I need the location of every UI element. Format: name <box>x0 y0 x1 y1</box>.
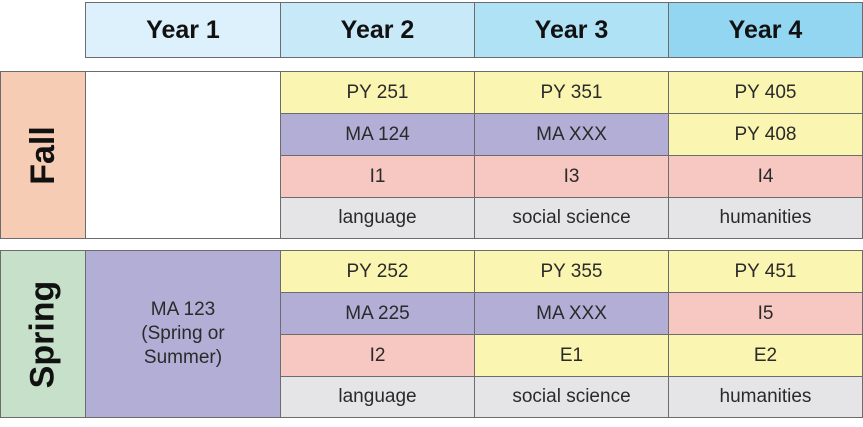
header-year-4: Year 4 <box>668 2 863 58</box>
fall-y4-row1-cell: PY 405 <box>668 71 863 114</box>
spring-year1-line1: MA 123 <box>150 298 216 320</box>
fall-y2-row3-cell: I1 <box>280 155 475 198</box>
fall-y3-row2-cell: MA XXX <box>474 113 669 156</box>
fall-y4-row2-cell: PY 408 <box>668 113 863 156</box>
spring-y2-row2-cell: MA 225 <box>280 292 475 335</box>
spring-y3-row3-cell: E1 <box>474 334 669 377</box>
fall-label-text: Fall <box>23 125 62 185</box>
fall-year1-empty-cell <box>85 71 281 239</box>
header-year-1: Year 1 <box>85 2 281 58</box>
spring-y3-row2-cell: MA XXX <box>474 292 669 335</box>
spring-y4-row2-cell: I5 <box>668 292 863 335</box>
fall-y2-row4-cell: language <box>280 197 475 239</box>
spring-y2-row1-cell: PY 252 <box>280 250 475 293</box>
spring-y2-row4-cell: language <box>280 376 475 418</box>
spring-year1-line2: (Spring or <box>141 322 225 344</box>
fall-y3-row3-cell: I3 <box>474 155 669 198</box>
spring-year1-line3: Summer) <box>143 347 223 369</box>
fall-y2-row2-cell: MA 124 <box>280 113 475 156</box>
fall-y4-row4-cell: humanities <box>668 197 863 239</box>
spring-y4-row4-cell: humanities <box>668 376 863 418</box>
spring-label-text: Spring <box>23 280 62 388</box>
spring-y4-row3-cell: E2 <box>668 334 863 377</box>
spring-label: Spring <box>0 250 86 418</box>
spring-y2-row3-cell: I2 <box>280 334 475 377</box>
header-year-3: Year 3 <box>474 2 669 58</box>
fall-y3-row4-cell: social science <box>474 197 669 239</box>
fall-label: Fall <box>0 71 86 239</box>
spring-y3-row1-cell: PY 355 <box>474 250 669 293</box>
fall-y3-row1-cell: PY 351 <box>474 71 669 114</box>
spring-year1-text: MA 123 (Spring or Summer) <box>141 298 224 371</box>
spring-y3-row4-cell: social science <box>474 376 669 418</box>
fall-y2-row1-cell: PY 251 <box>280 71 475 114</box>
spring-y4-row1-cell: PY 451 <box>668 250 863 293</box>
header-year-2: Year 2 <box>280 2 475 58</box>
fall-y4-row3-cell: I4 <box>668 155 863 198</box>
spring-year1-cell: MA 123 (Spring or Summer) <box>85 250 281 418</box>
